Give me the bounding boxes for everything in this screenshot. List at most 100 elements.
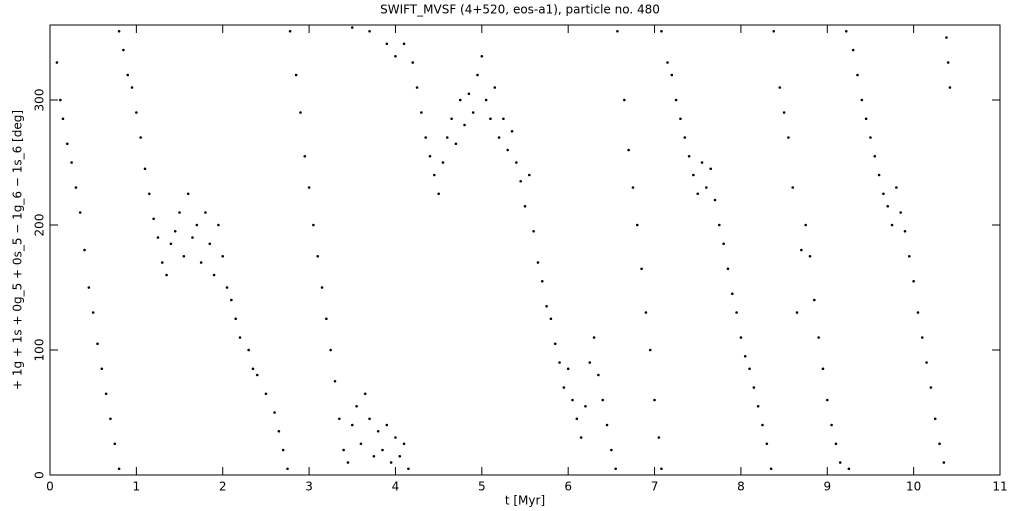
point: [415, 86, 419, 89]
point: [294, 73, 298, 77]
point: [191, 236, 194, 239]
point: [519, 179, 522, 183]
point: [795, 311, 799, 314]
point: [674, 98, 678, 102]
point: [117, 467, 121, 471]
point: [117, 29, 121, 33]
point: [700, 161, 704, 164]
point: [394, 436, 397, 439]
point: [821, 367, 825, 371]
point: [946, 61, 950, 64]
x-axis-label: t [Myr]: [505, 494, 545, 508]
point: [549, 317, 553, 321]
point: [65, 142, 69, 146]
plot-frame: [49, 24, 1001, 476]
point: [402, 42, 406, 46]
point: [851, 48, 855, 52]
point: [372, 454, 376, 458]
point: [312, 223, 315, 227]
point: [126, 73, 130, 77]
point: [411, 61, 415, 64]
point: [402, 442, 406, 446]
point: [476, 73, 479, 77]
point: [173, 229, 177, 233]
point: [562, 386, 566, 389]
point: [454, 142, 458, 146]
point: [945, 36, 948, 39]
point: [756, 404, 760, 408]
point: [761, 423, 764, 427]
point: [683, 136, 687, 139]
point: [303, 154, 307, 158]
point: [847, 467, 851, 471]
point: [195, 223, 199, 227]
point: [844, 29, 848, 33]
point: [584, 404, 587, 408]
point: [320, 286, 324, 289]
point: [933, 417, 937, 421]
point: [791, 186, 795, 189]
point: [316, 254, 320, 258]
point: [148, 192, 151, 196]
point: [877, 173, 881, 177]
point: [350, 26, 354, 29]
point: [160, 261, 164, 264]
point: [450, 117, 453, 121]
point: [238, 336, 242, 339]
x-tick-label: 10: [906, 480, 921, 494]
point: [281, 448, 285, 452]
point: [730, 292, 734, 296]
x-tick-label: 11: [992, 480, 1007, 494]
y-tick-label: 0: [33, 471, 47, 479]
point: [342, 448, 345, 452]
point: [778, 86, 782, 89]
point: [178, 211, 181, 214]
point: [471, 111, 475, 114]
y-axis-label: + 1g + 1s + 0g_5 + 0s_5 − 1g_6 − 1s_6 [d…: [11, 110, 25, 390]
point: [515, 161, 518, 164]
point: [221, 254, 225, 258]
point: [493, 86, 497, 89]
point: [912, 279, 915, 283]
x-tick-label: 3: [305, 480, 313, 494]
x-tick-label: 1: [133, 480, 141, 494]
point: [407, 467, 410, 471]
point: [467, 92, 471, 96]
point: [458, 98, 462, 102]
point: [903, 229, 907, 233]
point: [363, 392, 367, 396]
point: [156, 236, 160, 239]
point: [273, 411, 276, 414]
point: [506, 148, 510, 152]
point: [74, 186, 78, 189]
point: [255, 373, 259, 377]
point: [709, 167, 712, 171]
point: [264, 392, 268, 396]
point: [856, 73, 859, 77]
point: [660, 467, 663, 471]
point: [100, 367, 104, 371]
point: [925, 361, 928, 364]
point: [428, 154, 432, 158]
point: [722, 242, 725, 246]
point: [614, 467, 617, 471]
point: [575, 417, 579, 421]
chart-title: SWIFT_MVSF (4+520, eos-a1), particle no.…: [380, 3, 660, 17]
point: [376, 429, 380, 433]
point: [929, 386, 933, 389]
point: [247, 348, 250, 352]
point: [122, 48, 125, 52]
point: [104, 392, 108, 396]
x-tick-label: 6: [564, 480, 572, 494]
point: [87, 286, 91, 289]
point: [299, 111, 302, 114]
point: [804, 223, 807, 227]
point: [217, 223, 220, 227]
point: [83, 248, 86, 252]
point: [808, 254, 812, 258]
point: [536, 261, 540, 264]
point: [895, 186, 898, 189]
y-tick-label: 100: [33, 339, 47, 362]
point: [592, 336, 596, 339]
